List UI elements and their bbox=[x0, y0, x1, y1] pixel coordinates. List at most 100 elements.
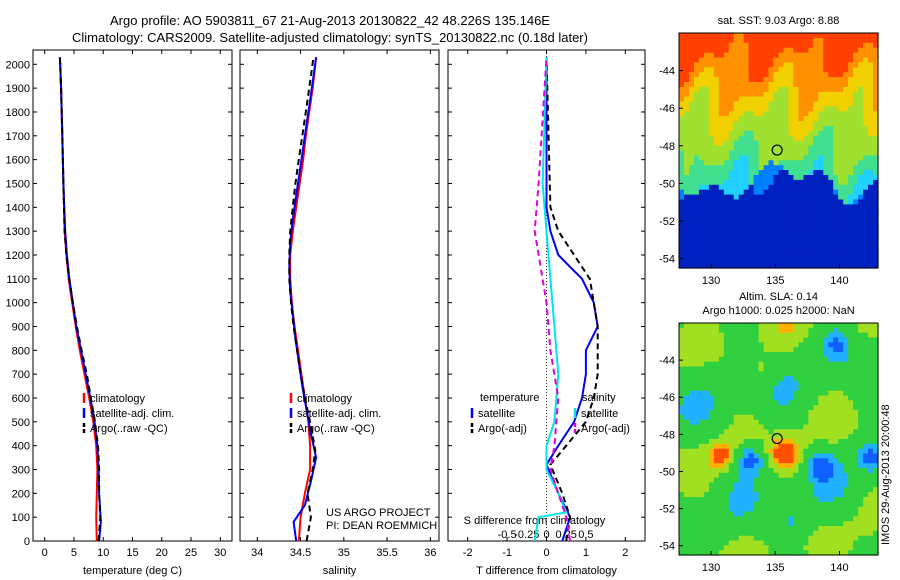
map-cell bbox=[723, 33, 730, 39]
map-cell bbox=[703, 121, 710, 127]
map-cell bbox=[689, 130, 695, 137]
map-cell bbox=[783, 429, 790, 435]
map-cell bbox=[788, 463, 795, 469]
map-cell bbox=[773, 62, 780, 68]
map-cell bbox=[708, 371, 715, 377]
map-cell bbox=[793, 400, 799, 406]
map-cell bbox=[758, 390, 765, 397]
map-cell bbox=[693, 511, 700, 517]
map-cell bbox=[798, 419, 804, 426]
map-cell bbox=[758, 458, 765, 464]
map-cell bbox=[873, 381, 879, 387]
map-cell bbox=[818, 72, 824, 78]
map-cell bbox=[703, 400, 710, 406]
map-cell bbox=[808, 540, 814, 546]
map-cell bbox=[808, 410, 814, 416]
map-cell bbox=[808, 516, 814, 522]
map-cell bbox=[708, 135, 715, 142]
map-cell bbox=[679, 155, 685, 161]
map-cell bbox=[713, 82, 720, 88]
map-cell bbox=[689, 219, 695, 225]
map-cell bbox=[698, 263, 705, 269]
map-cell bbox=[773, 199, 780, 205]
map-cell bbox=[808, 77, 814, 83]
map-cell bbox=[853, 243, 859, 249]
series-line bbox=[288, 57, 317, 542]
map-cell bbox=[763, 189, 770, 196]
map-cell bbox=[828, 458, 834, 464]
map-cell bbox=[863, 228, 869, 235]
plot-frame bbox=[239, 49, 440, 542]
map-cell bbox=[873, 126, 879, 132]
map-cell bbox=[768, 204, 775, 210]
map-cell bbox=[698, 96, 705, 103]
map-cell bbox=[823, 160, 829, 166]
map-cell bbox=[838, 101, 844, 107]
map-cell bbox=[873, 424, 879, 430]
map-cell bbox=[828, 390, 834, 397]
map-cell bbox=[703, 179, 710, 186]
map-cell bbox=[803, 361, 809, 368]
map-cell bbox=[833, 194, 839, 201]
map-cell bbox=[758, 199, 765, 205]
map-cell bbox=[723, 228, 730, 235]
map-cell bbox=[763, 497, 770, 503]
map-cell bbox=[803, 530, 809, 537]
map-cell bbox=[713, 106, 720, 112]
map-cell bbox=[773, 448, 780, 455]
map-cell bbox=[703, 342, 710, 348]
map-cell bbox=[773, 540, 780, 546]
map-cell bbox=[773, 194, 780, 201]
map-cell bbox=[813, 228, 819, 235]
map-cell bbox=[833, 101, 839, 107]
map-cell bbox=[818, 238, 824, 245]
map-cell bbox=[713, 263, 720, 269]
map-cell bbox=[858, 342, 864, 348]
map-cell bbox=[823, 366, 829, 372]
map-cell bbox=[813, 497, 819, 503]
map-cell bbox=[863, 395, 869, 401]
map-cell bbox=[843, 434, 849, 440]
map-cell bbox=[843, 145, 849, 152]
map-cell bbox=[863, 135, 869, 142]
map-cell bbox=[868, 228, 874, 235]
map-cell bbox=[778, 194, 785, 201]
map-cell bbox=[783, 170, 790, 176]
map-cell bbox=[783, 33, 790, 39]
map-cell bbox=[768, 337, 775, 343]
map-cell bbox=[813, 434, 819, 440]
map-cell bbox=[753, 530, 760, 537]
map-cell bbox=[843, 248, 849, 254]
map-cell bbox=[848, 179, 854, 186]
map-cell bbox=[798, 366, 804, 372]
map-cell bbox=[748, 463, 755, 469]
map-cell bbox=[798, 111, 804, 117]
map-cell bbox=[808, 371, 814, 377]
map-cell bbox=[828, 96, 834, 103]
map-cell bbox=[768, 448, 775, 455]
map-cell bbox=[778, 121, 785, 127]
map-cell bbox=[758, 511, 765, 517]
map-cell bbox=[679, 443, 685, 450]
map-cell bbox=[679, 400, 685, 406]
map-cell bbox=[803, 332, 809, 339]
map-cell bbox=[778, 361, 785, 368]
map-cell bbox=[788, 214, 795, 220]
map-cell bbox=[838, 170, 844, 176]
map-cell bbox=[783, 439, 790, 445]
map-cell bbox=[803, 111, 809, 117]
map-cell bbox=[838, 501, 844, 508]
map-cell bbox=[679, 468, 685, 474]
map-cell bbox=[718, 332, 725, 339]
map-cell bbox=[728, 371, 735, 377]
map-cell bbox=[723, 184, 730, 191]
map-cell bbox=[748, 204, 755, 210]
map-cell bbox=[768, 419, 775, 426]
map-cell bbox=[689, 424, 695, 430]
map-cell bbox=[738, 535, 745, 542]
map-cell bbox=[818, 361, 824, 368]
map-cell bbox=[848, 160, 854, 166]
map-cell bbox=[708, 497, 715, 503]
map-cell bbox=[778, 414, 785, 421]
map-cell bbox=[783, 463, 790, 469]
